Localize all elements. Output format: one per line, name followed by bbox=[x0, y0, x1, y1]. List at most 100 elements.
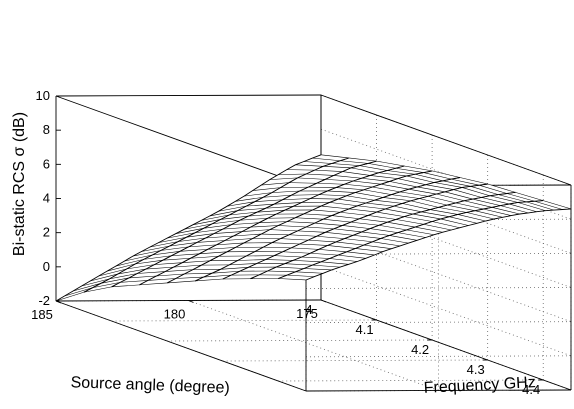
mesh-col-4-10 bbox=[346, 195, 375, 201]
mesh-col-1-29 bbox=[100, 277, 129, 284]
mesh-col-5-13 bbox=[348, 208, 377, 213]
mesh-col-0-23 bbox=[124, 254, 153, 262]
mesh-col-3-31 bbox=[139, 282, 168, 286]
mesh-col-1-30 bbox=[92, 282, 121, 289]
box-edge-2 bbox=[55, 300, 307, 392]
mesh-col-4-19 bbox=[269, 229, 298, 232]
mesh-col-8-1 bbox=[534, 200, 563, 210]
mesh-col-5-16 bbox=[323, 218, 351, 223]
mesh-col-3-26 bbox=[182, 260, 210, 263]
y-tick-label-2: 4.2 bbox=[411, 342, 429, 357]
mesh-col-1-0 bbox=[348, 157, 377, 162]
mesh-col-7-12 bbox=[412, 213, 441, 220]
mesh-col-0-6 bbox=[269, 177, 298, 180]
mesh-col-8-31 bbox=[278, 278, 307, 281]
mesh-col-1-20 bbox=[177, 237, 206, 242]
surface-patch-0 bbox=[56, 154, 349, 301]
mesh-col-6-7 bbox=[427, 196, 456, 204]
mesh-col-2-16 bbox=[239, 217, 268, 221]
mesh-col-8-2 bbox=[526, 201, 554, 211]
mesh-col-7-11 bbox=[421, 211, 450, 217]
mesh-col-3-9 bbox=[327, 190, 356, 193]
mesh-col-4-29 bbox=[184, 272, 212, 275]
mesh-col-1-11 bbox=[254, 199, 283, 202]
mesh-col-5-22 bbox=[271, 242, 300, 245]
mesh-col-7-28 bbox=[276, 266, 304, 269]
mesh-col-2-17 bbox=[231, 222, 260, 225]
mesh-col-7-5 bbox=[472, 198, 501, 206]
mesh-col-7-4 bbox=[481, 197, 510, 205]
mesh-col-3-18 bbox=[250, 225, 279, 228]
mesh-col-8-25 bbox=[329, 258, 358, 262]
mesh-col-3-5 bbox=[361, 177, 390, 182]
mesh-col-5-28 bbox=[220, 267, 249, 270]
mesh-col-2-7 bbox=[316, 182, 345, 185]
mesh-col-5-26 bbox=[237, 259, 266, 261]
mesh-row-5 bbox=[194, 177, 460, 282]
mesh-col-7-17 bbox=[370, 228, 398, 233]
mesh-col-2-22 bbox=[188, 244, 217, 248]
mesh-col-0-17 bbox=[175, 228, 204, 234]
mesh-col-1-16 bbox=[211, 219, 240, 225]
mesh-col-0-20 bbox=[149, 241, 178, 248]
mesh-col-5-12 bbox=[357, 205, 386, 210]
mesh-col-4-9 bbox=[355, 192, 384, 198]
mesh-col-7-1 bbox=[506, 193, 535, 202]
mesh-col-1-21 bbox=[169, 242, 198, 247]
mesh-col-0-10 bbox=[235, 196, 264, 202]
mesh-col-2-6 bbox=[325, 179, 354, 182]
mesh-col-2-12 bbox=[273, 202, 302, 205]
mesh-col-1-26 bbox=[126, 264, 155, 270]
mesh-col-0-12 bbox=[218, 205, 247, 212]
mesh-col-4-11 bbox=[338, 198, 366, 204]
mesh-col-0-28 bbox=[81, 278, 110, 287]
mesh-col-6-16 bbox=[350, 221, 379, 226]
tick-layer: -2 0 2 4 6 8 10 175 180 185 4 4.1 4.2 4.3 4.4 bbox=[31, 88, 544, 397]
mesh-col-5-1 bbox=[451, 178, 480, 186]
mesh-col-0-29 bbox=[73, 283, 101, 292]
mesh-col-0-19 bbox=[158, 236, 187, 243]
mesh-col-4-16 bbox=[295, 217, 324, 220]
mesh-row-6 bbox=[222, 183, 488, 280]
mesh-col-3-21 bbox=[224, 238, 253, 241]
mesh-col-1-19 bbox=[186, 233, 215, 238]
mesh-col-4-31 bbox=[167, 280, 195, 284]
mesh-row-4 bbox=[166, 170, 433, 284]
mesh-col-2-27 bbox=[145, 266, 174, 270]
grid-line-freq-floor-3 bbox=[222, 359, 488, 362]
mesh-col-0-5 bbox=[278, 173, 307, 175]
mesh-col-2-10 bbox=[291, 194, 319, 196]
mesh-row-8 bbox=[278, 200, 544, 279]
mesh-col-0-18 bbox=[167, 232, 195, 239]
mesh-row-3 bbox=[139, 165, 405, 286]
mesh-col-1-25 bbox=[135, 259, 163, 265]
mesh-col-5-7 bbox=[400, 191, 428, 197]
mesh-col-5-19 bbox=[297, 230, 326, 233]
mesh-col-8-4 bbox=[508, 203, 537, 213]
grid-line-freq-floor-4 bbox=[278, 379, 544, 382]
mesh-col-1-6 bbox=[297, 177, 326, 180]
mesh-col-6-4 bbox=[453, 189, 482, 198]
mesh-col-8-8 bbox=[474, 210, 503, 218]
mesh-col-5-9 bbox=[382, 197, 411, 202]
mesh-row-0 bbox=[55, 154, 322, 302]
mesh-row-2 bbox=[111, 160, 377, 288]
mesh-row-9 bbox=[305, 208, 572, 281]
mesh-col-1-10 bbox=[263, 195, 292, 198]
mesh-col-0-1 bbox=[312, 157, 341, 162]
mesh-col-5-10 bbox=[374, 199, 403, 204]
mesh-col-2-14 bbox=[256, 209, 285, 213]
mesh-col-6-11 bbox=[393, 205, 422, 213]
mesh-col-1-24 bbox=[143, 255, 172, 260]
mesh-col-5-4 bbox=[425, 184, 454, 190]
mesh-col-2-19 bbox=[214, 231, 242, 234]
z-tick-label-0: -2 bbox=[38, 293, 50, 308]
mesh-col-8-3 bbox=[517, 202, 546, 211]
mesh-col-2-20 bbox=[205, 235, 234, 239]
mesh-col-7-7 bbox=[455, 202, 484, 210]
surface-patch-2 bbox=[111, 161, 405, 287]
mesh-col-7-15 bbox=[387, 221, 416, 228]
mesh-col-7-29 bbox=[267, 270, 296, 273]
mesh-col-3-20 bbox=[233, 233, 262, 237]
